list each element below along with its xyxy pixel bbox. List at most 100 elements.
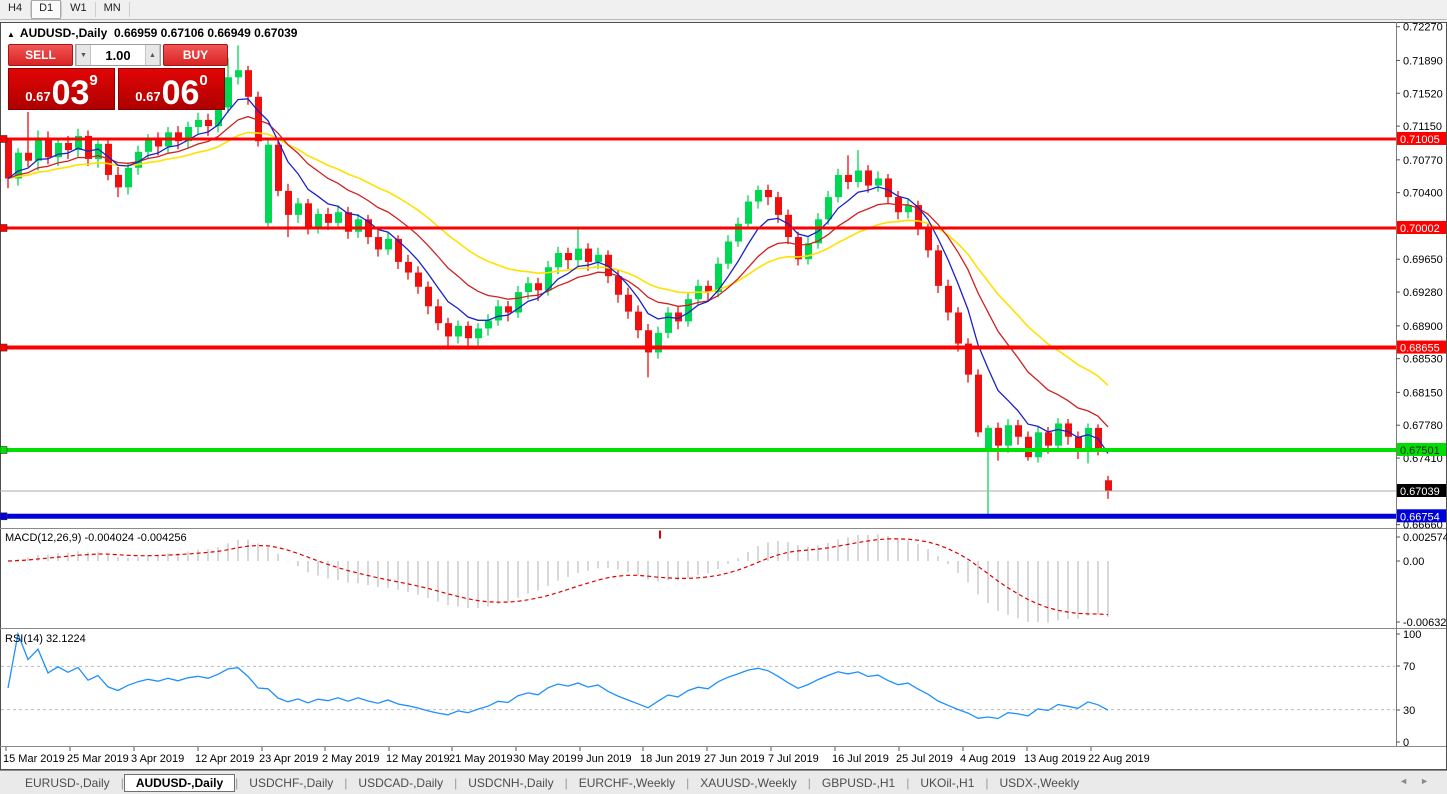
timeframe-tab-d1[interactable]: D1 [31,0,62,19]
svg-text:0: 0 [1403,737,1409,749]
toolbar-separator [61,2,63,17]
svg-text:0.70770: 0.70770 [1403,155,1443,167]
svg-text:0.70002: 0.70002 [1400,223,1440,235]
svg-text:0.67410: 0.67410 [1403,453,1443,465]
chart-tab-gbpusd-h1[interactable]: GBPUSD-,H1 [821,775,896,790]
svg-text:100: 100 [1403,629,1421,641]
chart-title-ohlc: 0.66959 0.67106 0.66949 0.67039 [113,26,298,40]
chart-tab-usdcnh-daily[interactable]: USDCNH-,Daily [468,775,554,790]
sell-price-prefix: 0.67 [25,89,51,104]
chart-tab-usdx-weekly[interactable]: USDX-,Weekly [999,775,1080,790]
timeframe-tab-h4[interactable]: H4 [8,2,23,14]
tab-separator: | [454,775,458,790]
volume-input[interactable]: 1.00 [105,47,131,63]
tabs-scroll-arrows: ◄► [1399,776,1441,786]
svg-text:30: 30 [1403,705,1415,717]
svg-text:0.66754: 0.66754 [1400,511,1440,523]
buy-price-display[interactable]: 0.67 06 0 [118,68,225,110]
svg-text:0.68150: 0.68150 [1403,387,1443,399]
svg-text:21 May 2019: 21 May 2019 [449,753,513,765]
svg-text:25 Jul 2019: 25 Jul 2019 [896,753,953,765]
price-chip-0.68655 [1397,340,1446,354]
buy-price-big: 06 [161,74,200,112]
line-anchor-marker[interactable] [0,512,8,521]
chart-tab-ukoil-h1[interactable]: UKOil-,H1 [920,775,975,790]
tabs-scroll-left-icon[interactable]: ◄ [1399,776,1421,786]
tab-separator: | [120,775,124,790]
line-anchor-marker[interactable] [0,135,8,143]
svg-text:7 Jul 2019: 7 Jul 2019 [768,753,819,765]
macd-pane [7,530,1109,623]
toolbar-separator [30,2,32,17]
chart-tab-usdchf-daily[interactable]: USDCHF-,Daily [249,775,334,790]
tab-separator: | [344,775,348,790]
tab-separator: | [686,775,690,790]
timeframe-tab-w1[interactable]: W1 [70,2,87,14]
rsi-label: RSI(14) 32.1224 [5,633,86,645]
sell-price-display[interactable]: 0.67 03 9 [8,68,115,110]
chart-tab-usdcad-daily[interactable]: USDCAD-,Daily [358,775,444,790]
svg-text:0.68655: 0.68655 [1400,343,1440,355]
svg-text:70: 70 [1403,661,1415,673]
svg-text:22 Aug 2019: 22 Aug 2019 [1088,753,1150,765]
svg-text:9 Jun 2019: 9 Jun 2019 [577,753,631,765]
line-anchor-marker[interactable] [0,343,8,352]
price-axis: 0.72270 0.71890 0.71520 0.71150 0.70770 0.704… [1396,22,1447,749]
toolbar-separator [94,2,96,17]
tab-separator: | [906,775,910,790]
one-click-trading-panel: SELL ▼ 1.00 ▲ BUY 0.67 03 9 0.67 06 0 [8,44,228,110]
collapse-arrow-icon[interactable]: ▲ [7,30,15,39]
moving-average-24 [7,131,1109,386]
svg-text:0.71520: 0.71520 [1403,88,1443,100]
chart-tab-eurchf-weekly[interactable]: EURCHF-,Weekly [578,775,676,790]
sell-price-pip: 9 [89,72,98,89]
macd-label: MACD(12,26,9) -0.004024 -0.004256 [5,532,187,544]
svg-text:30 May 2019: 30 May 2019 [513,753,577,765]
sell-price-big: 03 [51,74,90,112]
moving-average-13 [7,115,1109,428]
volume-decrease-icon[interactable]: ▼ [76,45,91,65]
tab-separator: | [564,775,568,790]
buy-button[interactable]: BUY [163,44,228,66]
timeframe-tab-mn[interactable]: MN [103,2,121,14]
svg-text:0.67501: 0.67501 [1400,445,1440,457]
svg-text:4 Aug 2019: 4 Aug 2019 [960,753,1016,765]
toolbar-separator [128,2,130,17]
svg-text:18 Jun 2019: 18 Jun 2019 [640,753,701,765]
chart-title: ▲ AUDUSD-,Daily 0.66959 0.67106 0.66949 0… [7,26,297,40]
svg-text:15 Mar 2019: 15 Mar 2019 [3,753,65,765]
chart-canvas[interactable]: MACD(12,26,9) -0.004024 -0.004256 RSI(14)… [0,0,1447,770]
chart-title-symbol: AUDUSD-,Daily [19,26,108,40]
line-anchor-marker[interactable] [0,446,8,454]
chart-tabs-bar: EURUSD-,Daily | AUDUSD-,Daily | USDCHF-,Dail… [0,770,1447,794]
svg-text:0.71150: 0.71150 [1403,121,1442,133]
rsi-pane [1,631,1395,720]
svg-text:25 Mar 2019: 25 Mar 2019 [67,753,129,765]
svg-text:0.002574: 0.002574 [1403,532,1447,544]
svg-text:12 Apr 2019: 12 Apr 2019 [195,753,254,765]
tab-separator: | [985,775,989,790]
volume-stepper: ▼ 1.00 ▲ [75,44,161,66]
price-chip-0.67501 [1397,442,1446,456]
chart-tab-eurusd-daily[interactable]: EURUSD-,Daily [25,775,110,790]
svg-text:0.66660: 0.66660 [1403,520,1443,532]
sell-button[interactable]: SELL [8,44,73,66]
svg-text:0.71005: 0.71005 [1400,134,1440,146]
price-chip-0.70002 [1397,221,1446,234]
tab-separator: | [807,775,811,790]
chart-tab-audusd-daily[interactable]: AUDUSD-,Daily [123,773,236,792]
line-anchor-marker[interactable] [0,224,8,232]
svg-text:0.00: 0.00 [1403,556,1424,568]
svg-text:0.69650: 0.69650 [1403,254,1443,266]
volume-increase-icon[interactable]: ▲ [145,45,160,65]
macd-marker [659,530,661,539]
svg-text:0.72270: 0.72270 [1403,22,1443,34]
svg-text:27 Jun 2019: 27 Jun 2019 [704,753,765,765]
rsi-line [7,631,1109,720]
chart-tab-xauusd-weekly[interactable]: XAUUSD-,Weekly [700,775,797,790]
buy-price-prefix: 0.67 [135,89,161,104]
price-chip-0.67039 [1397,483,1446,497]
price-chip-0.66754 [1397,509,1446,523]
tabs-scroll-right-icon[interactable]: ► [1420,776,1441,786]
buy-price-pip: 0 [199,72,208,89]
